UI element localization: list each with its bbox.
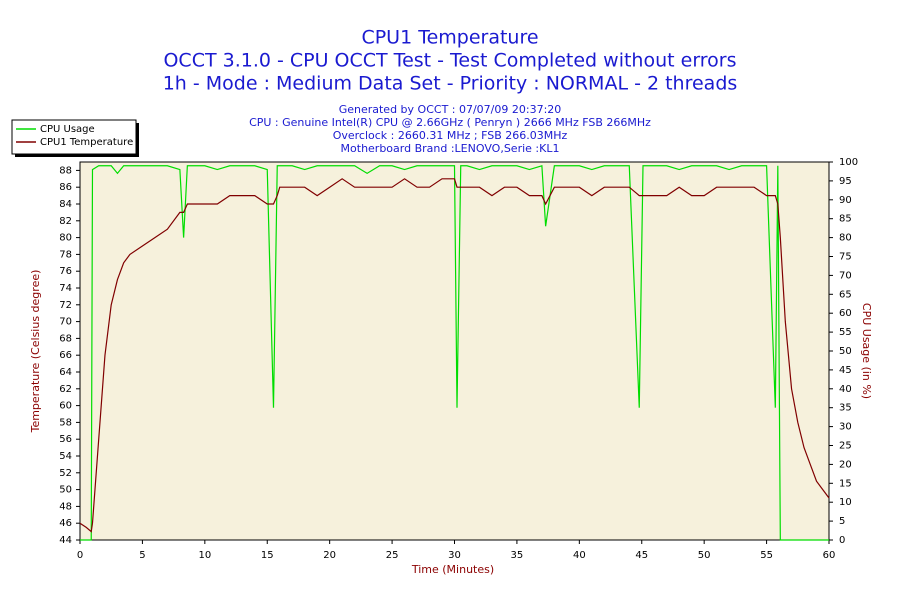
y-tick-label: 66	[59, 350, 72, 361]
x-tick-label: 25	[386, 550, 399, 561]
x-tick-label: 35	[511, 550, 524, 561]
y2-tick-label: 0	[839, 535, 845, 546]
x-tick-label: 50	[698, 550, 711, 561]
x-tick-label: 30	[448, 550, 461, 561]
x-tick-label: 55	[760, 550, 773, 561]
x-tick-label: 20	[323, 550, 336, 561]
y2-tick-label: 45	[839, 365, 852, 376]
y-axis-label: Temperature (Celsius degree)	[29, 270, 42, 434]
info-line: Overclock : 2660.31 MHz ; FSB 266.03MHz	[333, 129, 568, 142]
x-tick-label: 0	[77, 550, 83, 561]
y2-tick-label: 85	[839, 214, 852, 225]
series-line	[80, 164, 829, 541]
y2-tick-label: 35	[839, 403, 852, 414]
y-tick-label: 82	[59, 216, 72, 227]
y2-tick-label: 5	[839, 516, 845, 527]
chart-title: CPU1 Temperature	[361, 27, 538, 49]
x-tick-label: 10	[198, 550, 211, 561]
x-tick-label: 60	[823, 550, 836, 561]
y2-tick-label: 60	[839, 308, 852, 319]
y2-tick-label: 65	[839, 289, 852, 300]
legend-box	[11, 119, 137, 155]
y2-tick-label: 10	[839, 497, 852, 508]
y2-tick-label: 75	[839, 252, 852, 263]
legend-label: CPU Usage	[40, 124, 95, 135]
y-tick-label: 60	[59, 401, 72, 412]
y2-tick-label: 95	[839, 176, 852, 187]
y2-tick-label: 55	[839, 327, 852, 338]
legend-label: CPU1 Temperature	[40, 137, 133, 148]
y2-tick-label: 90	[839, 195, 852, 206]
x-tick-label: 15	[261, 550, 274, 561]
x-axis-label: Time (Minutes)	[411, 563, 494, 576]
x-tick-label: 5	[139, 550, 145, 561]
y2-tick-label: 100	[839, 157, 858, 168]
y-tick-label: 78	[59, 249, 72, 260]
y2-tick-label: 40	[839, 384, 852, 395]
x-tick-label: 45	[635, 550, 648, 561]
y-tick-label: 52	[59, 468, 72, 479]
y-tick-label: 76	[59, 266, 72, 277]
y-tick-label: 68	[59, 333, 72, 344]
y2-tick-label: 25	[839, 441, 852, 452]
info-line: Motherboard Brand :LENOVO,Serie :KL1	[341, 142, 560, 155]
chart-subtitle: 1h - Mode : Medium Data Set - Priority :…	[163, 73, 738, 95]
y2-tick-label: 70	[839, 270, 852, 281]
y-tick-label: 46	[59, 518, 72, 529]
y-tick-label: 48	[59, 501, 72, 512]
y2-tick-label: 50	[839, 346, 852, 357]
y-tick-label: 84	[59, 199, 72, 210]
x-tick-label: 40	[573, 550, 586, 561]
y2-tick-label: 15	[839, 478, 852, 489]
series-line	[79, 178, 830, 533]
y-tick-label: 50	[59, 485, 72, 496]
y-tick-label: 62	[59, 384, 72, 395]
chart-subtitle: OCCT 3.1.0 - CPU OCCT Test - Test Comple…	[163, 50, 736, 72]
y-tick-label: 64	[59, 367, 72, 378]
y-tick-label: 56	[59, 434, 72, 445]
y-tick-label: 58	[59, 417, 72, 428]
info-line: CPU : Genuine Intel(R) CPU @ 2.66GHz ( P…	[249, 116, 651, 129]
y-tick-label: 54	[59, 451, 72, 462]
plot-area	[79, 161, 830, 541]
y2-tick-label: 80	[839, 233, 852, 244]
y2-axis-label: CPU Usage (in %)	[860, 303, 873, 399]
y2-tick-label: 30	[839, 422, 852, 433]
y-tick-label: 44	[59, 535, 72, 546]
y-tick-label: 72	[59, 300, 72, 311]
y-tick-label: 86	[59, 182, 72, 193]
y-tick-label: 88	[59, 165, 72, 176]
y-tick-label: 74	[59, 283, 72, 294]
y-tick-label: 70	[59, 317, 72, 328]
y2-tick-label: 20	[839, 459, 852, 470]
y-tick-label: 80	[59, 233, 72, 244]
info-line: Generated by OCCT : 07/07/09 20:37:20	[339, 103, 562, 116]
